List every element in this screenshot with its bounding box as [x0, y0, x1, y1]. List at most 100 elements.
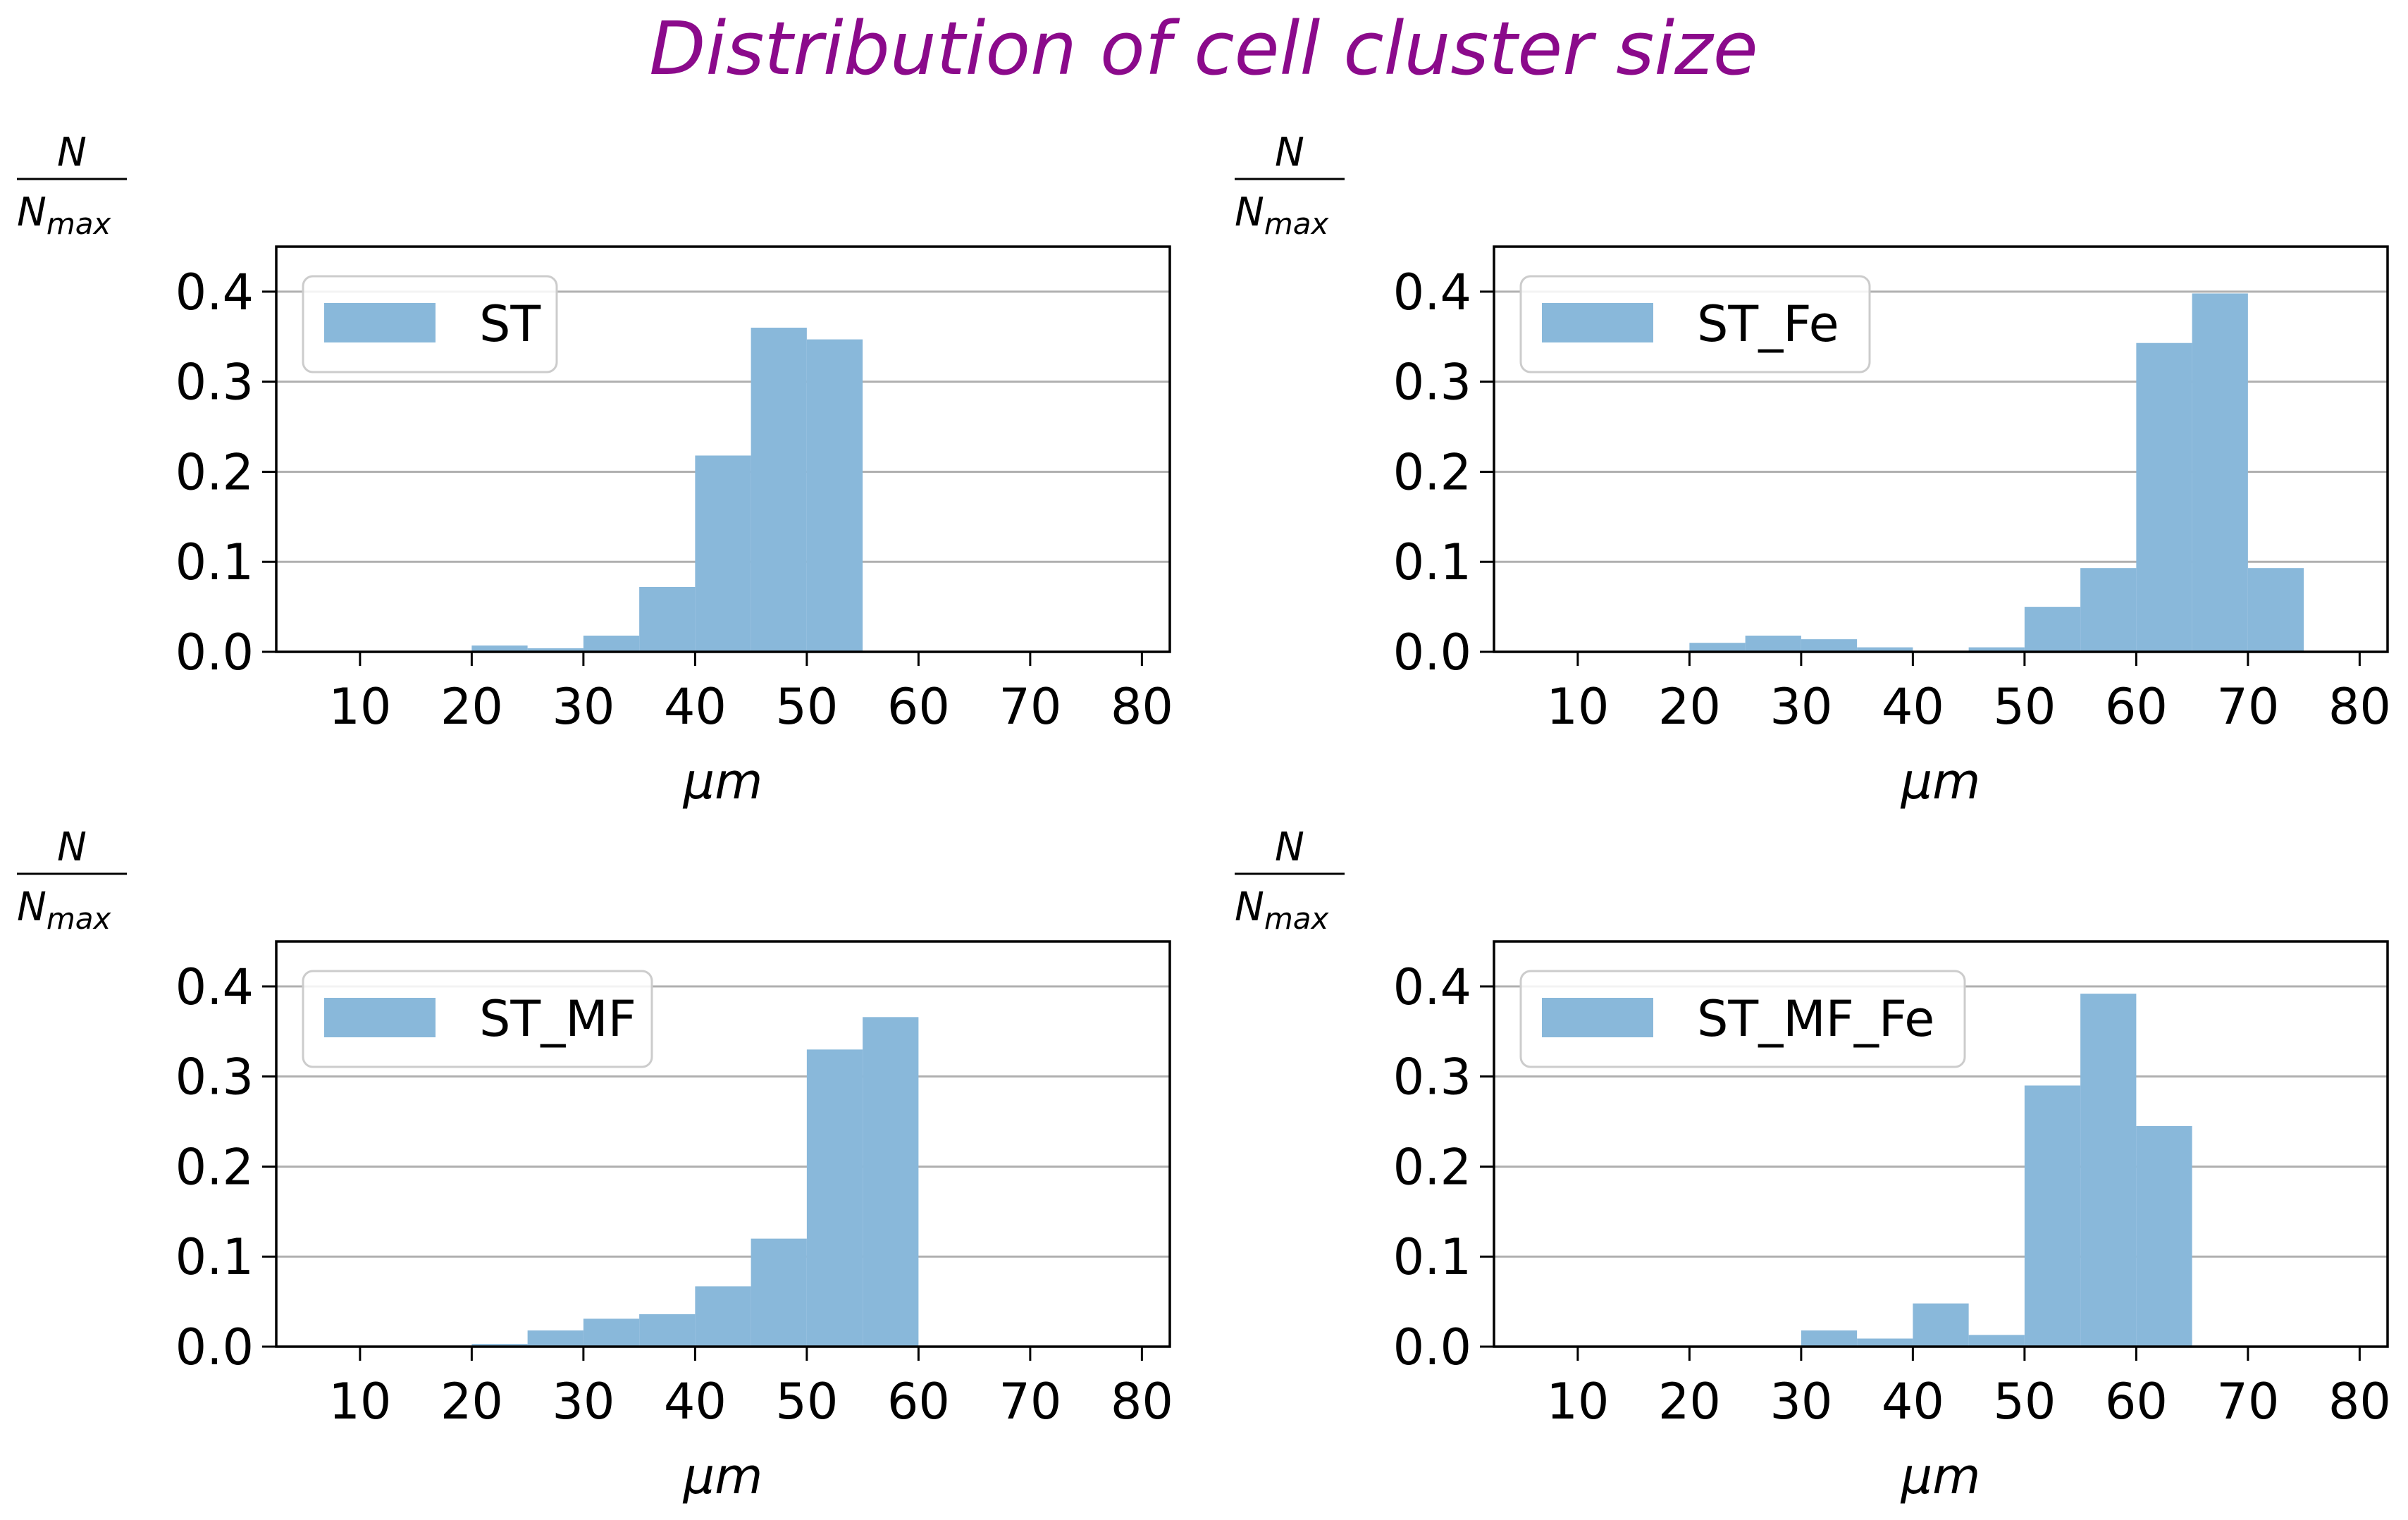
x-tick-label: 20	[1658, 1373, 1721, 1431]
legend-label: ST	[479, 295, 541, 353]
histogram-bar	[695, 1286, 751, 1347]
x-tick-label: 70	[999, 678, 1061, 736]
x-axis-label: μm	[683, 1447, 763, 1505]
y-tick-label: 0.0	[1393, 624, 1471, 681]
x-tick-label: 50	[1993, 678, 2056, 736]
histogram-bar	[695, 455, 751, 652]
histogram-bar	[1913, 1303, 1969, 1347]
histogram-bar	[1745, 636, 1801, 652]
x-tick-label: 80	[2328, 678, 2391, 736]
histogram-bar	[2192, 293, 2248, 652]
y-axis-label-numerator: N	[1275, 130, 1304, 175]
plot-frame	[1493, 940, 2389, 1348]
x-tick-label: 80	[1111, 678, 1173, 736]
y-axis-label-denominator: Nmax	[1235, 190, 1330, 241]
histogram-bar	[2024, 607, 2081, 652]
y-tick-label: 0.0	[1393, 1318, 1471, 1376]
histogram-bar	[806, 1049, 863, 1347]
legend-box	[1519, 970, 1966, 1068]
plot-frame	[275, 940, 1171, 1348]
y-axis-label-denominator: Nmax	[17, 884, 112, 936]
plot-frame	[275, 245, 1171, 653]
histogram-bar	[1968, 1335, 2025, 1347]
x-tick-label: 30	[1770, 1373, 1832, 1431]
histogram-bar	[2136, 1125, 2192, 1347]
denominator-base: N	[17, 884, 47, 930]
histogram-bar	[1857, 1338, 1913, 1347]
histogram-bar	[471, 645, 528, 652]
x-tick-label: 40	[664, 678, 727, 736]
y-tick-label: 0.1	[175, 533, 254, 591]
histogram-bar	[806, 339, 863, 652]
x-tick-label: 60	[887, 1373, 950, 1431]
panel-st-mf: 0.00.10.20.30.410 20 30 40 50 60 70 80μmNNmaxST…	[17, 824, 1173, 1505]
histogram-bar	[583, 636, 640, 652]
y-tick-label: 0.3	[1393, 1049, 1471, 1106]
x-tick-label: 10	[328, 1373, 391, 1431]
histogram-bar	[1857, 647, 1913, 652]
x-tick-label: 20	[1658, 678, 1721, 736]
y-tick-label: 0.3	[175, 1049, 254, 1106]
x-tick-label: 70	[999, 1373, 1061, 1431]
x-tick-label: 30	[552, 1373, 615, 1431]
y-tick-label: 0.2	[175, 1138, 254, 1196]
y-axis-label-denominator: Nmax	[17, 190, 112, 241]
histogram-bar	[2024, 1085, 2081, 1347]
y-axis-label-numerator: N	[1275, 824, 1304, 870]
denominator-base: N	[17, 190, 47, 235]
y-tick-label: 0.0	[175, 1318, 254, 1376]
x-tick-label: 10	[1546, 1373, 1609, 1431]
denominator-base: N	[1235, 884, 1264, 930]
x-tick-label: 80	[1111, 1373, 1173, 1431]
x-axis-label: μm	[683, 753, 763, 810]
legend-label: ST_MF_Fe	[1697, 990, 1934, 1048]
denominator-subscript: max	[1264, 901, 1330, 936]
histogram-bar	[751, 328, 807, 652]
histogram-bar	[751, 1238, 807, 1347]
x-tick-label: 50	[775, 678, 838, 736]
y-tick-label: 0.4	[1393, 264, 1471, 321]
denominator-subscript: max	[1264, 206, 1330, 241]
legend-label: ST_MF	[479, 990, 636, 1048]
legend-swatch	[324, 303, 436, 342]
x-tick-label: 60	[2105, 1373, 2168, 1431]
histogram-bar	[527, 1330, 584, 1347]
y-tick-label: 0.1	[175, 1228, 254, 1286]
y-tick-label: 0.3	[1393, 354, 1471, 412]
histogram-bar	[863, 1017, 919, 1347]
x-tick-label: 40	[1882, 678, 1944, 736]
x-axis-label: μm	[1901, 753, 1981, 810]
legend-swatch	[1542, 998, 1653, 1037]
legend-swatch	[1542, 303, 1653, 342]
y-tick-label: 0.4	[175, 264, 254, 321]
legend-box	[302, 970, 653, 1068]
denominator-subscript: max	[47, 206, 112, 241]
plot-frame	[1493, 245, 2389, 653]
histogram-bar	[2080, 568, 2137, 652]
x-tick-label: 80	[2328, 1373, 2391, 1431]
histogram-bar	[2136, 342, 2192, 652]
denominator-subscript: max	[47, 901, 112, 936]
legend-box	[1519, 275, 1871, 373]
legend-label: ST_Fe	[1697, 295, 1839, 353]
histogram-bar	[1968, 647, 2025, 652]
y-axis-label-denominator: Nmax	[1235, 884, 1330, 936]
y-tick-label: 0.1	[1393, 1228, 1471, 1286]
histogram-bar	[639, 587, 696, 652]
panel-st-mf-fe: 0.00.10.20.30.410 20 30 40 50 60 70 80μmNNmaxST…	[1235, 824, 2391, 1505]
x-tick-label: 70	[2216, 1373, 2279, 1431]
histogram-bar	[583, 1318, 640, 1347]
x-tick-label: 60	[887, 678, 950, 736]
x-tick-label: 40	[664, 1373, 727, 1431]
y-tick-label: 0.2	[175, 443, 254, 501]
y-tick-label: 0.4	[1393, 958, 1471, 1016]
legend-swatch	[324, 998, 436, 1037]
x-tick-label: 50	[775, 1373, 838, 1431]
histogram-bar	[2080, 994, 2137, 1347]
x-tick-label: 40	[1882, 1373, 1944, 1431]
histogram-bar	[471, 1344, 528, 1347]
x-tick-label: 20	[440, 1373, 503, 1431]
x-tick-label: 30	[1770, 678, 1832, 736]
